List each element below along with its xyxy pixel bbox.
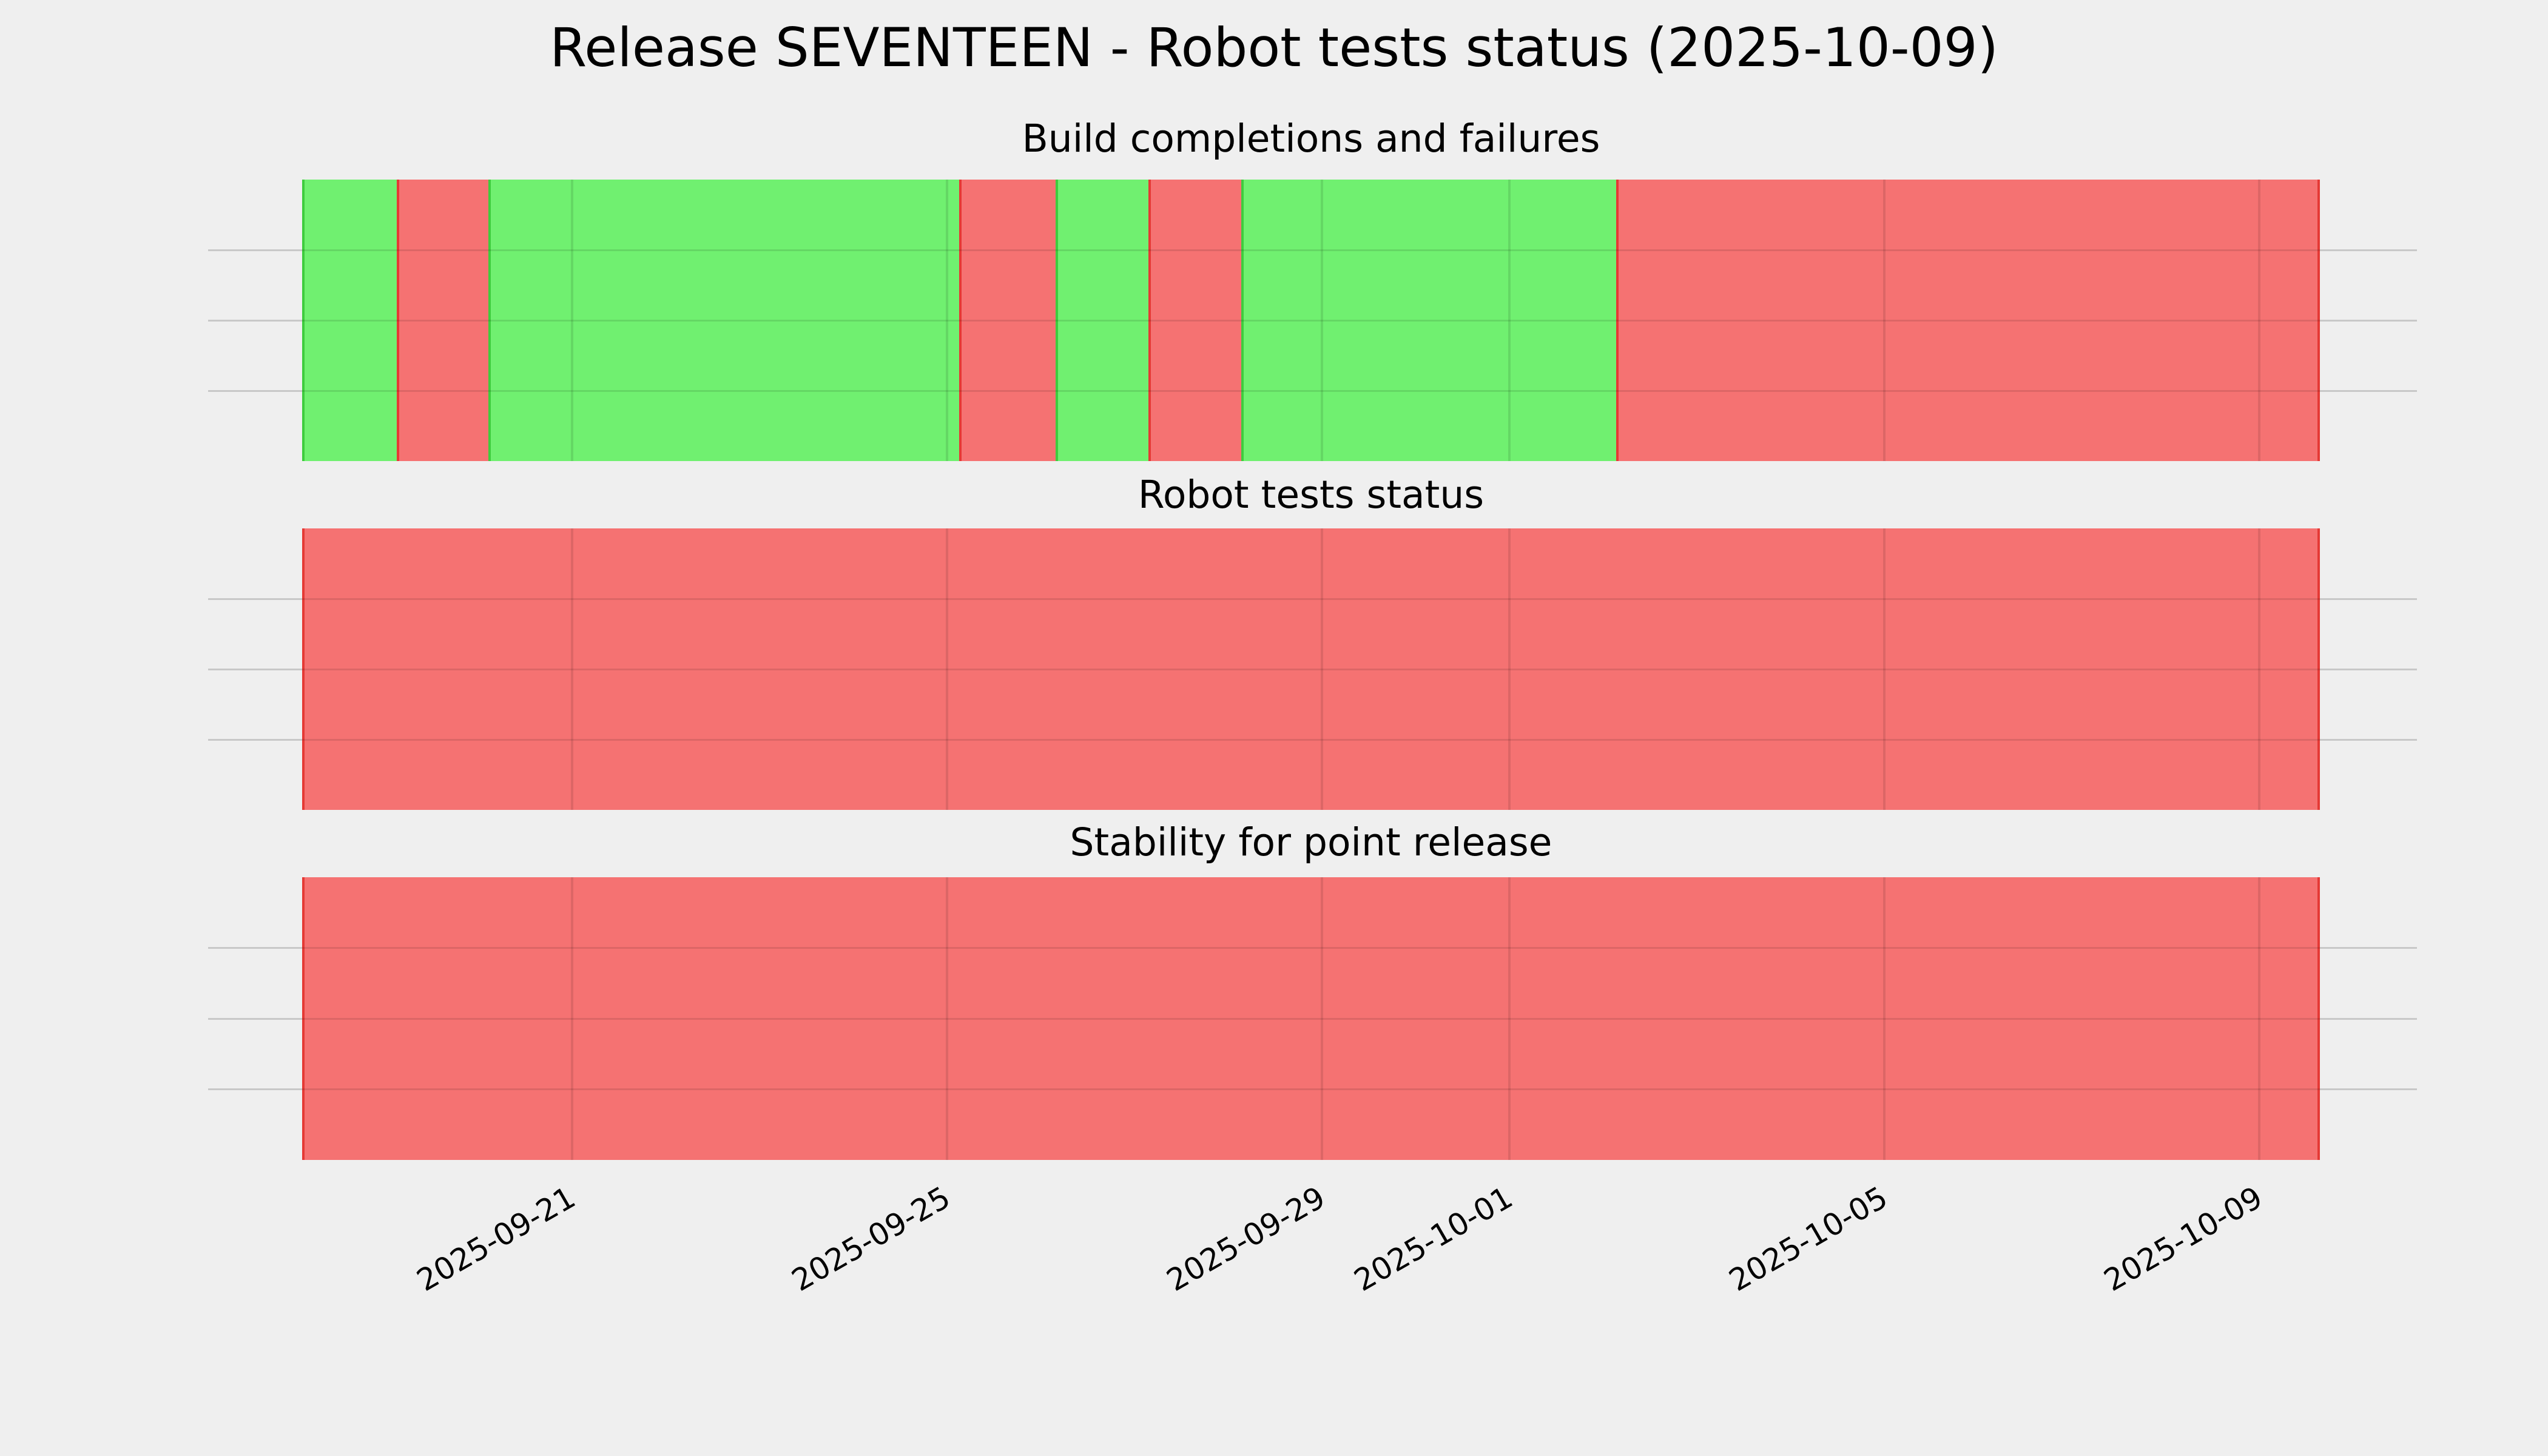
status-segment-fail	[302, 528, 2320, 810]
status-segment-pass	[1056, 180, 1148, 461]
h-gridline-overlay	[302, 320, 2320, 322]
v-gridline	[946, 180, 948, 461]
v-gridline	[946, 528, 948, 810]
h-gridline-overlay	[302, 249, 2320, 251]
v-gridline	[1321, 528, 1323, 810]
v-gridline	[1321, 877, 1323, 1160]
v-gridline	[1883, 877, 1886, 1160]
h-gridline-overlay	[302, 598, 2320, 600]
panel-subtitle-robot-tests: Robot tests status	[1138, 473, 1485, 517]
v-gridline	[1883, 180, 1886, 461]
chart-title: Release SEVENTEEN - Robot tests status (…	[550, 16, 1998, 79]
v-gridline	[571, 180, 573, 461]
v-gridline	[1508, 528, 1511, 810]
status-segment-pass	[302, 180, 397, 461]
x-tick-label: 2025-09-29	[1161, 1179, 1331, 1299]
status-segment-fail	[1616, 180, 2320, 461]
v-gridline	[571, 877, 573, 1160]
v-gridline	[1508, 877, 1511, 1160]
v-gridline	[2258, 180, 2260, 461]
x-tick-label: 2025-10-09	[2098, 1179, 2268, 1299]
x-tick-label: 2025-09-21	[411, 1179, 581, 1299]
status-segment-fail	[397, 180, 488, 461]
x-tick-label: 2025-09-25	[786, 1179, 956, 1299]
status-segment-fail	[302, 877, 2320, 1160]
status-segment-pass	[1241, 180, 1616, 461]
h-gridline-overlay	[302, 390, 2320, 392]
h-gridline-overlay	[302, 739, 2320, 741]
h-gridline-overlay	[302, 1018, 2320, 1020]
plot-area-build-completions	[0, 180, 2548, 461]
v-gridline	[1508, 180, 1511, 461]
status-segment-pass	[488, 180, 959, 461]
h-gridline-overlay	[302, 669, 2320, 670]
x-tick-label: 2025-10-05	[1723, 1179, 1893, 1299]
v-gridline	[1883, 528, 1886, 810]
status-segment-fail	[959, 180, 1056, 461]
h-gridline-overlay	[302, 1088, 2320, 1090]
panel-subtitle-stability: Stability for point release	[1070, 820, 1552, 864]
x-tick-label: 2025-10-01	[1348, 1179, 1518, 1299]
panel-subtitle-build-completions: Build completions and failures	[1022, 116, 1600, 161]
v-gridline	[2258, 877, 2260, 1160]
status-segment-fail	[1148, 180, 1241, 461]
h-gridline-overlay	[302, 947, 2320, 949]
plot-area-stability	[0, 877, 2548, 1160]
v-gridline	[571, 528, 573, 810]
v-gridline	[2258, 528, 2260, 810]
plot-area-robot-tests	[0, 528, 2548, 810]
v-gridline	[1321, 180, 1323, 461]
v-gridline	[946, 877, 948, 1160]
